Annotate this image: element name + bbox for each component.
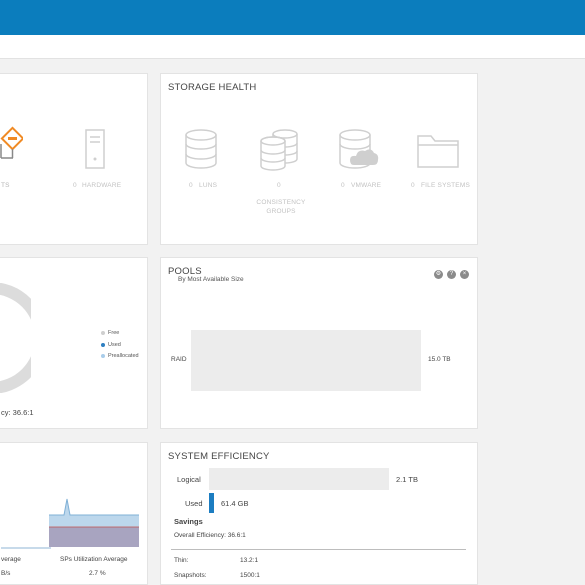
sp-utilization-value: 2.7 % <box>89 570 106 577</box>
system-efficiency-title: SYSTEM EFFICIENCY <box>168 451 270 462</box>
logical-bar <box>209 468 389 490</box>
alerts-label: TS <box>1 182 10 189</box>
bandwidth-sparkline <box>1 547 51 549</box>
vmware-label[interactable]: VMWARE <box>351 182 382 189</box>
folder-icon[interactable] <box>417 132 459 168</box>
system-capacity-panel: Free Used Preallocated cy: 36.6:1 <box>0 257 148 429</box>
legend-free: Free <box>101 330 119 336</box>
legend-free-dot <box>101 331 105 335</box>
bandwidth-average-label: verage <box>1 556 21 563</box>
pool-bar[interactable] <box>191 330 421 391</box>
system-efficiency-panel: SYSTEM EFFICIENCY Logical 2.1 TB Used 61… <box>160 442 478 585</box>
savings-divider <box>171 549 466 550</box>
file-systems-count: 0 <box>411 182 415 189</box>
luns-label[interactable]: LUNS <box>199 182 218 189</box>
top-app-bar <box>0 0 585 35</box>
hardware-count: 0 <box>73 182 77 189</box>
sp-utilization-chart <box>49 498 139 547</box>
pools-title: POOLS <box>168 266 202 277</box>
consistency-groups-label[interactable]: CONSISTENCY GROUPS <box>256 199 306 215</box>
system-alerts-panel: TS 0 HARDWARE <box>0 73 148 245</box>
pool-name: RAID <box>171 356 187 363</box>
consistency-groups-count: 0 <box>277 182 281 189</box>
snapshots-value: 1500:1 <box>240 572 260 579</box>
overall-efficiency: Overall Efficiency: 36.6:1 <box>174 532 246 539</box>
sub-toolbar <box>0 35 585 59</box>
capacity-donut <box>0 283 31 393</box>
storage-health-panel: STORAGE HEALTH 0 LUNS 0 CONSISTENCY GROU… <box>160 73 478 245</box>
storage-health-title: STORAGE HEALTH <box>168 82 257 93</box>
legend-used: Used <box>101 342 121 348</box>
used-bar <box>209 493 214 513</box>
help-icon[interactable]: ? <box>447 270 456 279</box>
used-value: 61.4 GB <box>221 499 249 508</box>
savings-heading: Savings <box>174 517 203 526</box>
bandwidth-average-value: B/s <box>1 570 11 577</box>
database-icon[interactable] <box>184 129 218 169</box>
legend-preallocated: Preallocated <box>101 353 139 359</box>
pool-value: 15.0 TB <box>428 356 451 363</box>
logical-label: Logical <box>177 475 201 484</box>
file-systems-label[interactable]: FILE SYSTEMS <box>421 182 470 189</box>
pools-subtitle: By Most Available Size <box>178 276 244 283</box>
used-label: Used <box>185 499 203 508</box>
hardware-label: HARDWARE <box>82 182 122 189</box>
thin-label: Thin: <box>174 557 189 564</box>
gear-icon[interactable]: ⚙ <box>434 270 443 279</box>
hardware-icon <box>85 129 105 169</box>
pools-panel: POOLS By Most Available Size ⚙ ? × RAID … <box>160 257 478 429</box>
close-icon[interactable]: × <box>460 270 469 279</box>
legend-used-dot <box>101 343 105 347</box>
alert-node-icon <box>0 126 23 159</box>
system-performance-panel: verage B/s SPs Utilization Average 2.7 % <box>0 442 148 585</box>
logical-value: 2.1 TB <box>396 475 418 484</box>
vmware-count: 0 <box>341 182 345 189</box>
luns-count: 0 <box>189 182 193 189</box>
legend-used-label: Used <box>108 342 121 348</box>
capacity-efficiency: cy: 36.6:1 <box>1 408 34 417</box>
legend-free-label: Free <box>108 330 120 336</box>
legend-preallocated-label: Preallocated <box>108 353 139 359</box>
multi-database-icon[interactable] <box>258 129 300 171</box>
thin-value: 13.2:1 <box>240 557 259 564</box>
sp-utilization-label: SPs Utilization Average <box>60 556 128 563</box>
snapshots-label: Snapshots: <box>174 572 207 579</box>
legend-preallocated-dot <box>101 354 105 358</box>
cloud-database-icon[interactable] <box>338 129 380 169</box>
